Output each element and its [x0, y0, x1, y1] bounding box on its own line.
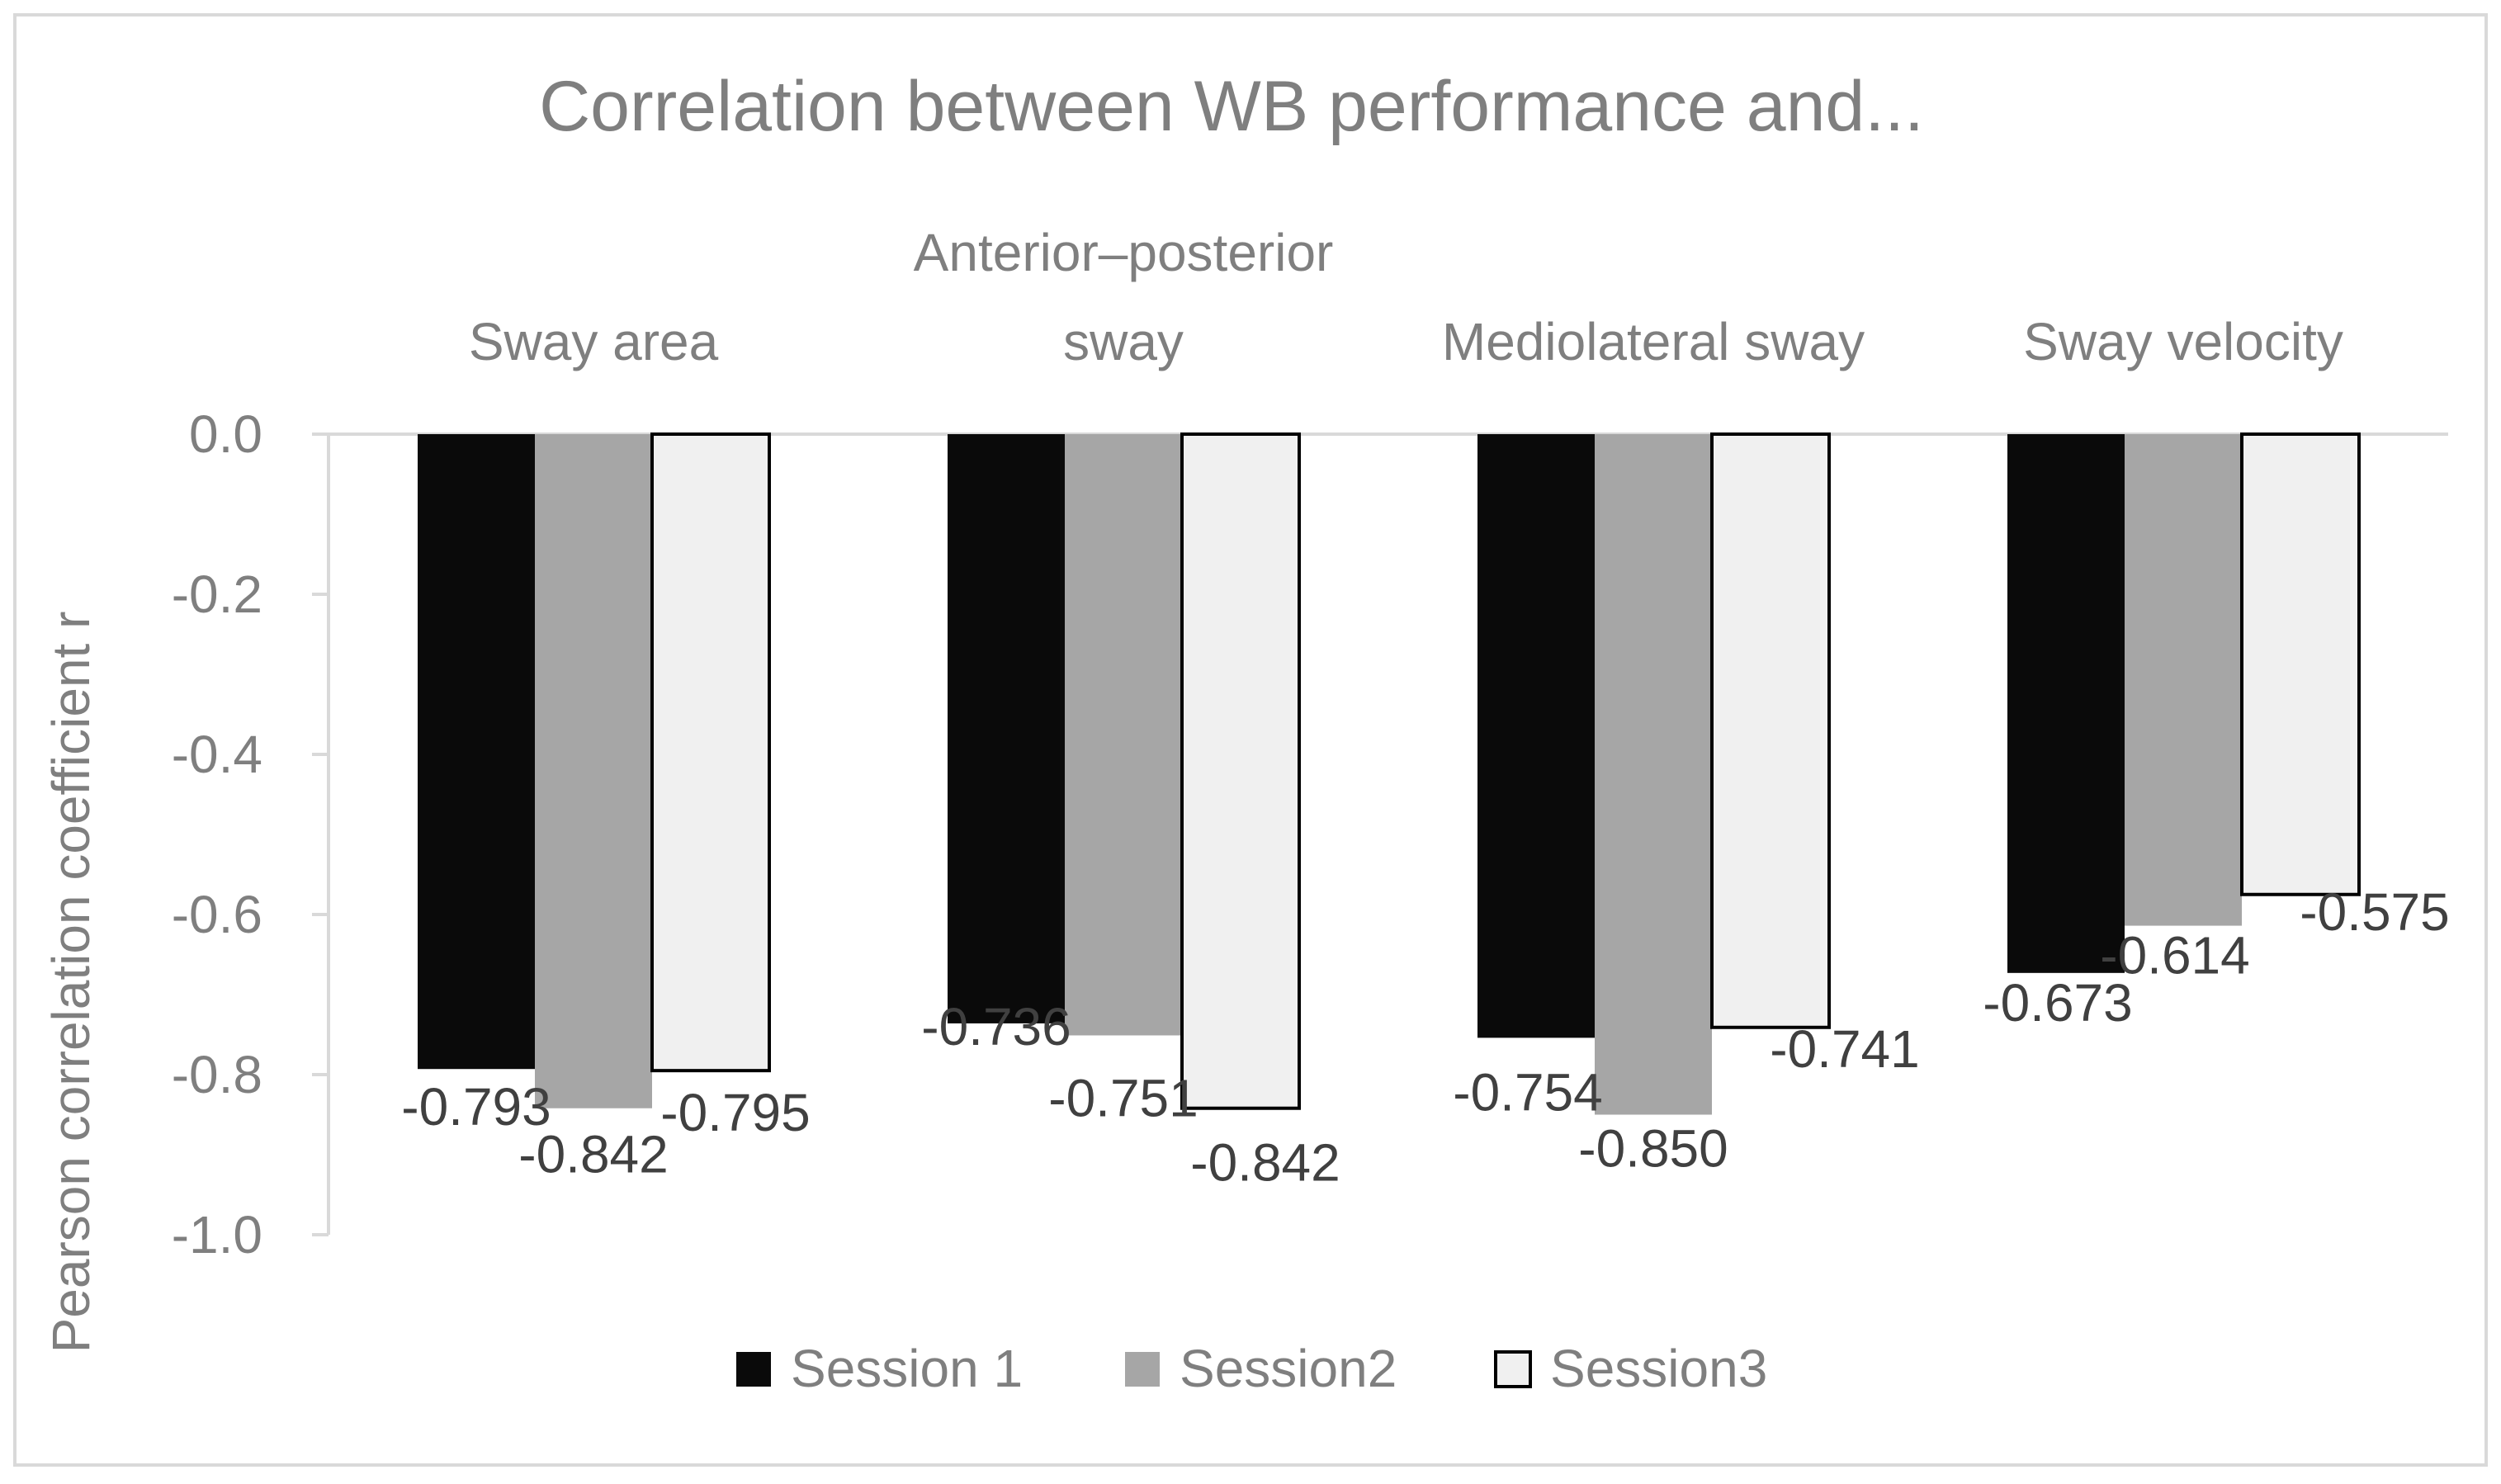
bar — [2007, 434, 2125, 973]
legend-label: Session2 — [1180, 1339, 1397, 1398]
category-label: Anterior–posterior — [914, 223, 1334, 282]
category-label: Sway area — [469, 312, 719, 371]
category-label: Sway velocity — [2023, 312, 2343, 371]
y-tick-label: -0.8 — [172, 1045, 262, 1104]
bar — [2240, 432, 2361, 896]
bar — [1595, 434, 1712, 1115]
category-label: sway — [1063, 312, 1184, 371]
legend-label: Session3 — [1550, 1339, 1767, 1398]
data-labels: -0.793-0.842-0.795-0.736-0.751-0.842-0.7… — [401, 882, 2449, 1193]
legend: Session 1 Session2 Session3 — [736, 1339, 1767, 1398]
data-label: -0.736 — [921, 997, 1071, 1056]
bar — [1710, 432, 1831, 1029]
y-tick-label: -1.0 — [172, 1205, 262, 1264]
category-label: Mediolateral sway — [1442, 312, 1865, 371]
y-tick-label: -0.6 — [172, 885, 262, 944]
y-tick-label: 0.0 — [189, 404, 262, 464]
data-label: -0.751 — [1048, 1068, 1198, 1127]
data-label: -0.673 — [1983, 973, 2132, 1033]
data-label: -0.850 — [1578, 1119, 1728, 1179]
bars — [418, 432, 2361, 1115]
bar — [418, 434, 535, 1070]
data-label: -0.842 — [1190, 1133, 1340, 1193]
y-tick-label: -0.4 — [172, 725, 262, 784]
legend-swatch — [1494, 1350, 1532, 1388]
data-label: -0.793 — [401, 1077, 551, 1137]
bar — [1180, 432, 1301, 1110]
data-label: -0.754 — [1453, 1062, 1602, 1122]
bar — [948, 434, 1065, 1023]
data-label: -0.575 — [2300, 882, 2449, 942]
bar — [1065, 434, 1182, 1036]
data-label: -0.741 — [1770, 1019, 1919, 1079]
bar — [650, 432, 771, 1073]
y-tick-label: -0.2 — [172, 565, 262, 624]
legend-swatch — [1125, 1352, 1160, 1387]
chart-title: Correlation between WB performance and..… — [539, 67, 1924, 146]
bar — [1477, 434, 1595, 1038]
bar — [2125, 434, 2242, 926]
y-axis-title: Pearson correlation coefficient r — [41, 612, 101, 1354]
data-label: -0.842 — [518, 1125, 668, 1184]
legend-label: Session 1 — [791, 1339, 1023, 1398]
data-label: -0.795 — [660, 1083, 810, 1142]
category-labels: Sway area Anterior–posterior sway Mediolate… — [469, 223, 2343, 371]
bar — [535, 434, 652, 1108]
legend-swatch — [736, 1352, 771, 1387]
data-label: -0.614 — [2100, 926, 2249, 985]
